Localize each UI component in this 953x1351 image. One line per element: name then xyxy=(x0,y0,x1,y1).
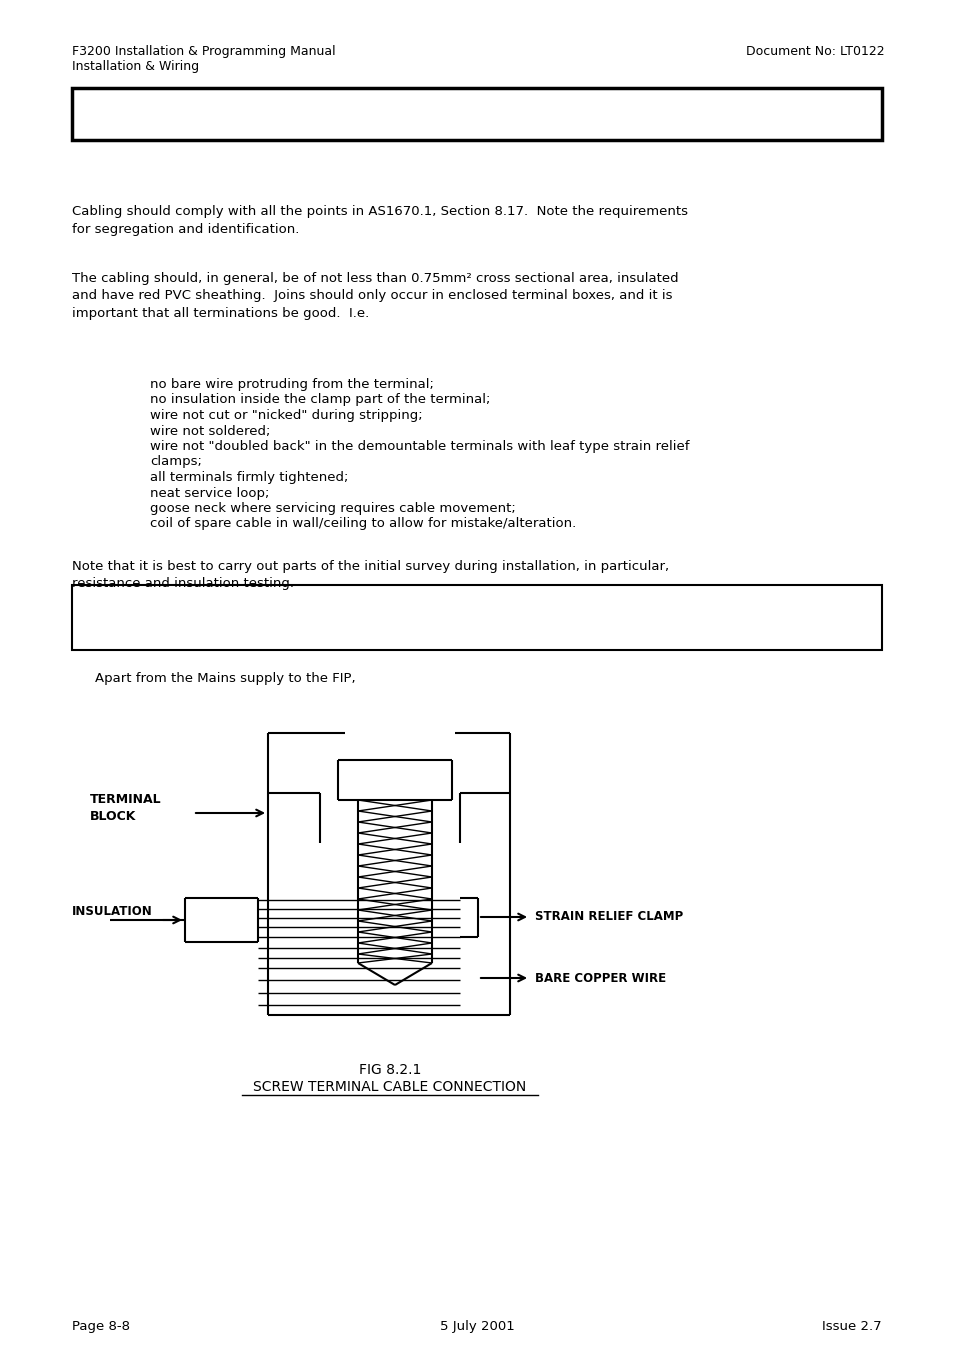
Text: wire not soldered;: wire not soldered; xyxy=(150,424,270,438)
Text: FIG 8.2.1: FIG 8.2.1 xyxy=(358,1063,420,1077)
Text: all terminals firmly tightened;: all terminals firmly tightened; xyxy=(150,471,348,484)
Text: INSULATION: INSULATION xyxy=(71,905,152,917)
Bar xyxy=(71,585,882,650)
Text: neat service loop;: neat service loop; xyxy=(150,486,269,500)
Text: F3200 Installation & Programming Manual: F3200 Installation & Programming Manual xyxy=(71,45,335,58)
Text: goose neck where servicing requires cable movement;: goose neck where servicing requires cabl… xyxy=(150,503,516,515)
Text: clamps;: clamps; xyxy=(150,455,202,469)
Text: wire not cut or "nicked" during stripping;: wire not cut or "nicked" during strippin… xyxy=(150,409,422,422)
Text: no insulation inside the clamp part of the terminal;: no insulation inside the clamp part of t… xyxy=(150,393,490,407)
Text: BARE COPPER WIRE: BARE COPPER WIRE xyxy=(535,971,665,985)
Text: coil of spare cable in wall/ceiling to allow for mistake/alteration.: coil of spare cable in wall/ceiling to a… xyxy=(150,517,576,531)
Text: Issue 2.7: Issue 2.7 xyxy=(821,1320,882,1333)
Text: Page 8-8: Page 8-8 xyxy=(71,1320,130,1333)
Text: 5 July 2001: 5 July 2001 xyxy=(439,1320,514,1333)
Text: Document No: LT0122: Document No: LT0122 xyxy=(745,45,884,58)
Text: Installation & Wiring: Installation & Wiring xyxy=(71,59,199,73)
Text: SCREW TERMINAL CABLE CONNECTION: SCREW TERMINAL CABLE CONNECTION xyxy=(253,1079,526,1094)
Text: Note that it is best to carry out parts of the initial survey during installatio: Note that it is best to carry out parts … xyxy=(71,561,668,590)
Text: The cabling should, in general, be of not less than 0.75mm² cross sectional area: The cabling should, in general, be of no… xyxy=(71,272,678,320)
Bar xyxy=(71,88,882,141)
Text: BLOCK: BLOCK xyxy=(90,811,136,823)
Text: wire not "doubled back" in the demountable terminals with leaf type strain relie: wire not "doubled back" in the demountab… xyxy=(150,440,689,453)
Text: Apart from the Mains supply to the FIP,: Apart from the Mains supply to the FIP, xyxy=(95,671,355,685)
Text: TERMINAL: TERMINAL xyxy=(90,793,161,807)
Text: no bare wire protruding from the terminal;: no bare wire protruding from the termina… xyxy=(150,378,434,390)
Text: STRAIN RELIEF CLAMP: STRAIN RELIEF CLAMP xyxy=(535,911,682,923)
Text: Cabling should comply with all the points in AS1670.1, Section 8.17.  Note the r: Cabling should comply with all the point… xyxy=(71,205,687,235)
